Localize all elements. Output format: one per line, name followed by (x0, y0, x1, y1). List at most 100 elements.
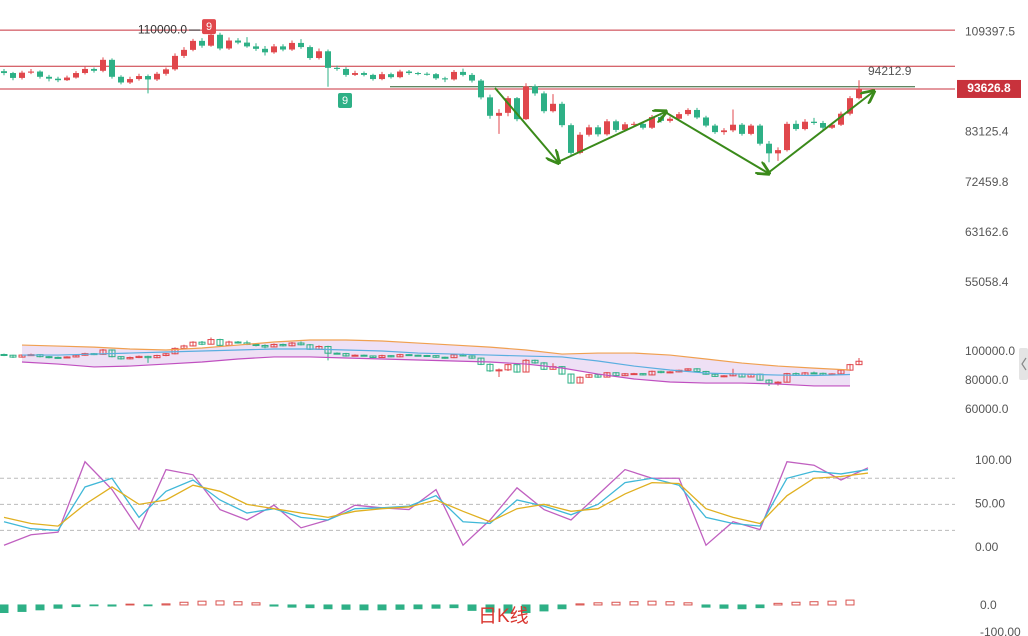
candle-body (136, 76, 142, 80)
indicator-line (3, 468, 869, 532)
candle-body (460, 71, 466, 75)
mini-candle-body (666, 371, 674, 374)
indicator-line (3, 472, 869, 527)
histogram-bar (359, 604, 369, 611)
candle-body (478, 80, 484, 98)
candle-body (604, 121, 610, 135)
histogram-bar (683, 602, 693, 606)
histogram-bar (269, 604, 279, 607)
trend-arrow (767, 92, 873, 174)
watermark: 日K线 (478, 605, 529, 627)
candle-body (820, 123, 826, 128)
mini-candle-body (621, 373, 629, 377)
candle-body (559, 103, 565, 126)
side-tab[interactable] (1019, 348, 1028, 380)
badge (202, 19, 216, 35)
candle-body (397, 71, 403, 78)
histogram-bar (647, 600, 657, 606)
candle-body (595, 127, 601, 135)
mini-candle-body (810, 372, 818, 375)
badge-label: 9 (206, 21, 212, 33)
mini-candle-body (72, 354, 80, 358)
mini-candle-body (495, 369, 503, 372)
histogram-bar (539, 604, 549, 612)
candle-body (271, 46, 277, 53)
histogram-bar (593, 602, 603, 606)
candle-body (694, 109, 700, 118)
mini-candle-body (504, 364, 512, 371)
mini-candle-body (684, 368, 692, 371)
badge-label: 9 (342, 95, 348, 107)
candle-body (118, 76, 124, 83)
y-tick-label: 100000.0 (965, 344, 1015, 358)
histogram-bar (701, 604, 711, 608)
mini-candle-body (612, 372, 620, 377)
candle-body (442, 78, 448, 80)
candle-body (523, 86, 529, 120)
histogram-bar (413, 604, 423, 610)
histogram-bar (179, 601, 189, 606)
mini-candle-body (369, 355, 377, 359)
candle-body (163, 69, 169, 74)
candle-body (739, 124, 745, 134)
mini-candle-body (405, 354, 413, 357)
mini-candle-body (855, 360, 863, 366)
candle-body (424, 73, 430, 75)
candle-body (145, 76, 151, 80)
mini-candle-body (234, 341, 242, 344)
y-tick-label: 50.00 (975, 497, 1005, 511)
candle-body (748, 125, 754, 134)
mini-candle-body (468, 355, 476, 359)
mini-candle-body (360, 354, 368, 357)
candle-body (352, 73, 358, 75)
band-line (21, 339, 851, 371)
mini-candle-body (783, 373, 791, 383)
candle-body (37, 71, 43, 77)
histogram-bar (737, 604, 747, 610)
candle-body (379, 74, 385, 80)
candle-body (64, 77, 70, 81)
histogram-bar (323, 604, 333, 610)
histogram-bar (0, 604, 9, 614)
candle-body (550, 103, 556, 112)
mini-candle-body (153, 355, 161, 359)
y-tick-label: 0.0 (980, 598, 997, 612)
mini-candle-body (126, 357, 134, 360)
y-tick-label: 83125.4 (965, 125, 1009, 139)
mini-candle-body (270, 343, 278, 348)
mini-candle-body (333, 352, 341, 355)
mini-candle-body (342, 353, 350, 357)
band-line (22, 348, 851, 377)
mini-candle-body (639, 373, 647, 376)
candle-body (19, 72, 25, 78)
histogram-bar (575, 603, 585, 606)
y-tick-label: 100.00 (975, 453, 1012, 467)
candle-body (388, 74, 394, 78)
candle-body (334, 67, 340, 69)
y-tick-label: 80000.0 (965, 373, 1009, 387)
y-tick-label: 72459.8 (965, 175, 1009, 189)
histogram-bar (233, 601, 243, 606)
mini-candle-body (396, 354, 404, 358)
candle-body (775, 150, 781, 154)
mini-candle-body (207, 339, 215, 345)
trend-arrow (557, 112, 665, 163)
candle-body (496, 112, 502, 116)
mini-candle-body (774, 381, 782, 384)
mini-candle-body (9, 354, 17, 358)
mini-candle-body (630, 373, 638, 376)
histogram-bar (791, 601, 801, 606)
mini-candle-body (567, 373, 575, 384)
candle-body (235, 40, 241, 43)
candle-body (46, 76, 52, 79)
histogram-bar (143, 604, 153, 607)
candle-body (109, 59, 115, 77)
band-fill (22, 340, 850, 386)
candle-body (541, 93, 547, 112)
mini-candle-body (45, 356, 53, 359)
badge (338, 93, 352, 108)
mini-candle-body (0, 353, 8, 356)
mini-candle-body (297, 342, 305, 346)
mini-candle-body (261, 345, 269, 348)
candle-body (325, 51, 331, 68)
